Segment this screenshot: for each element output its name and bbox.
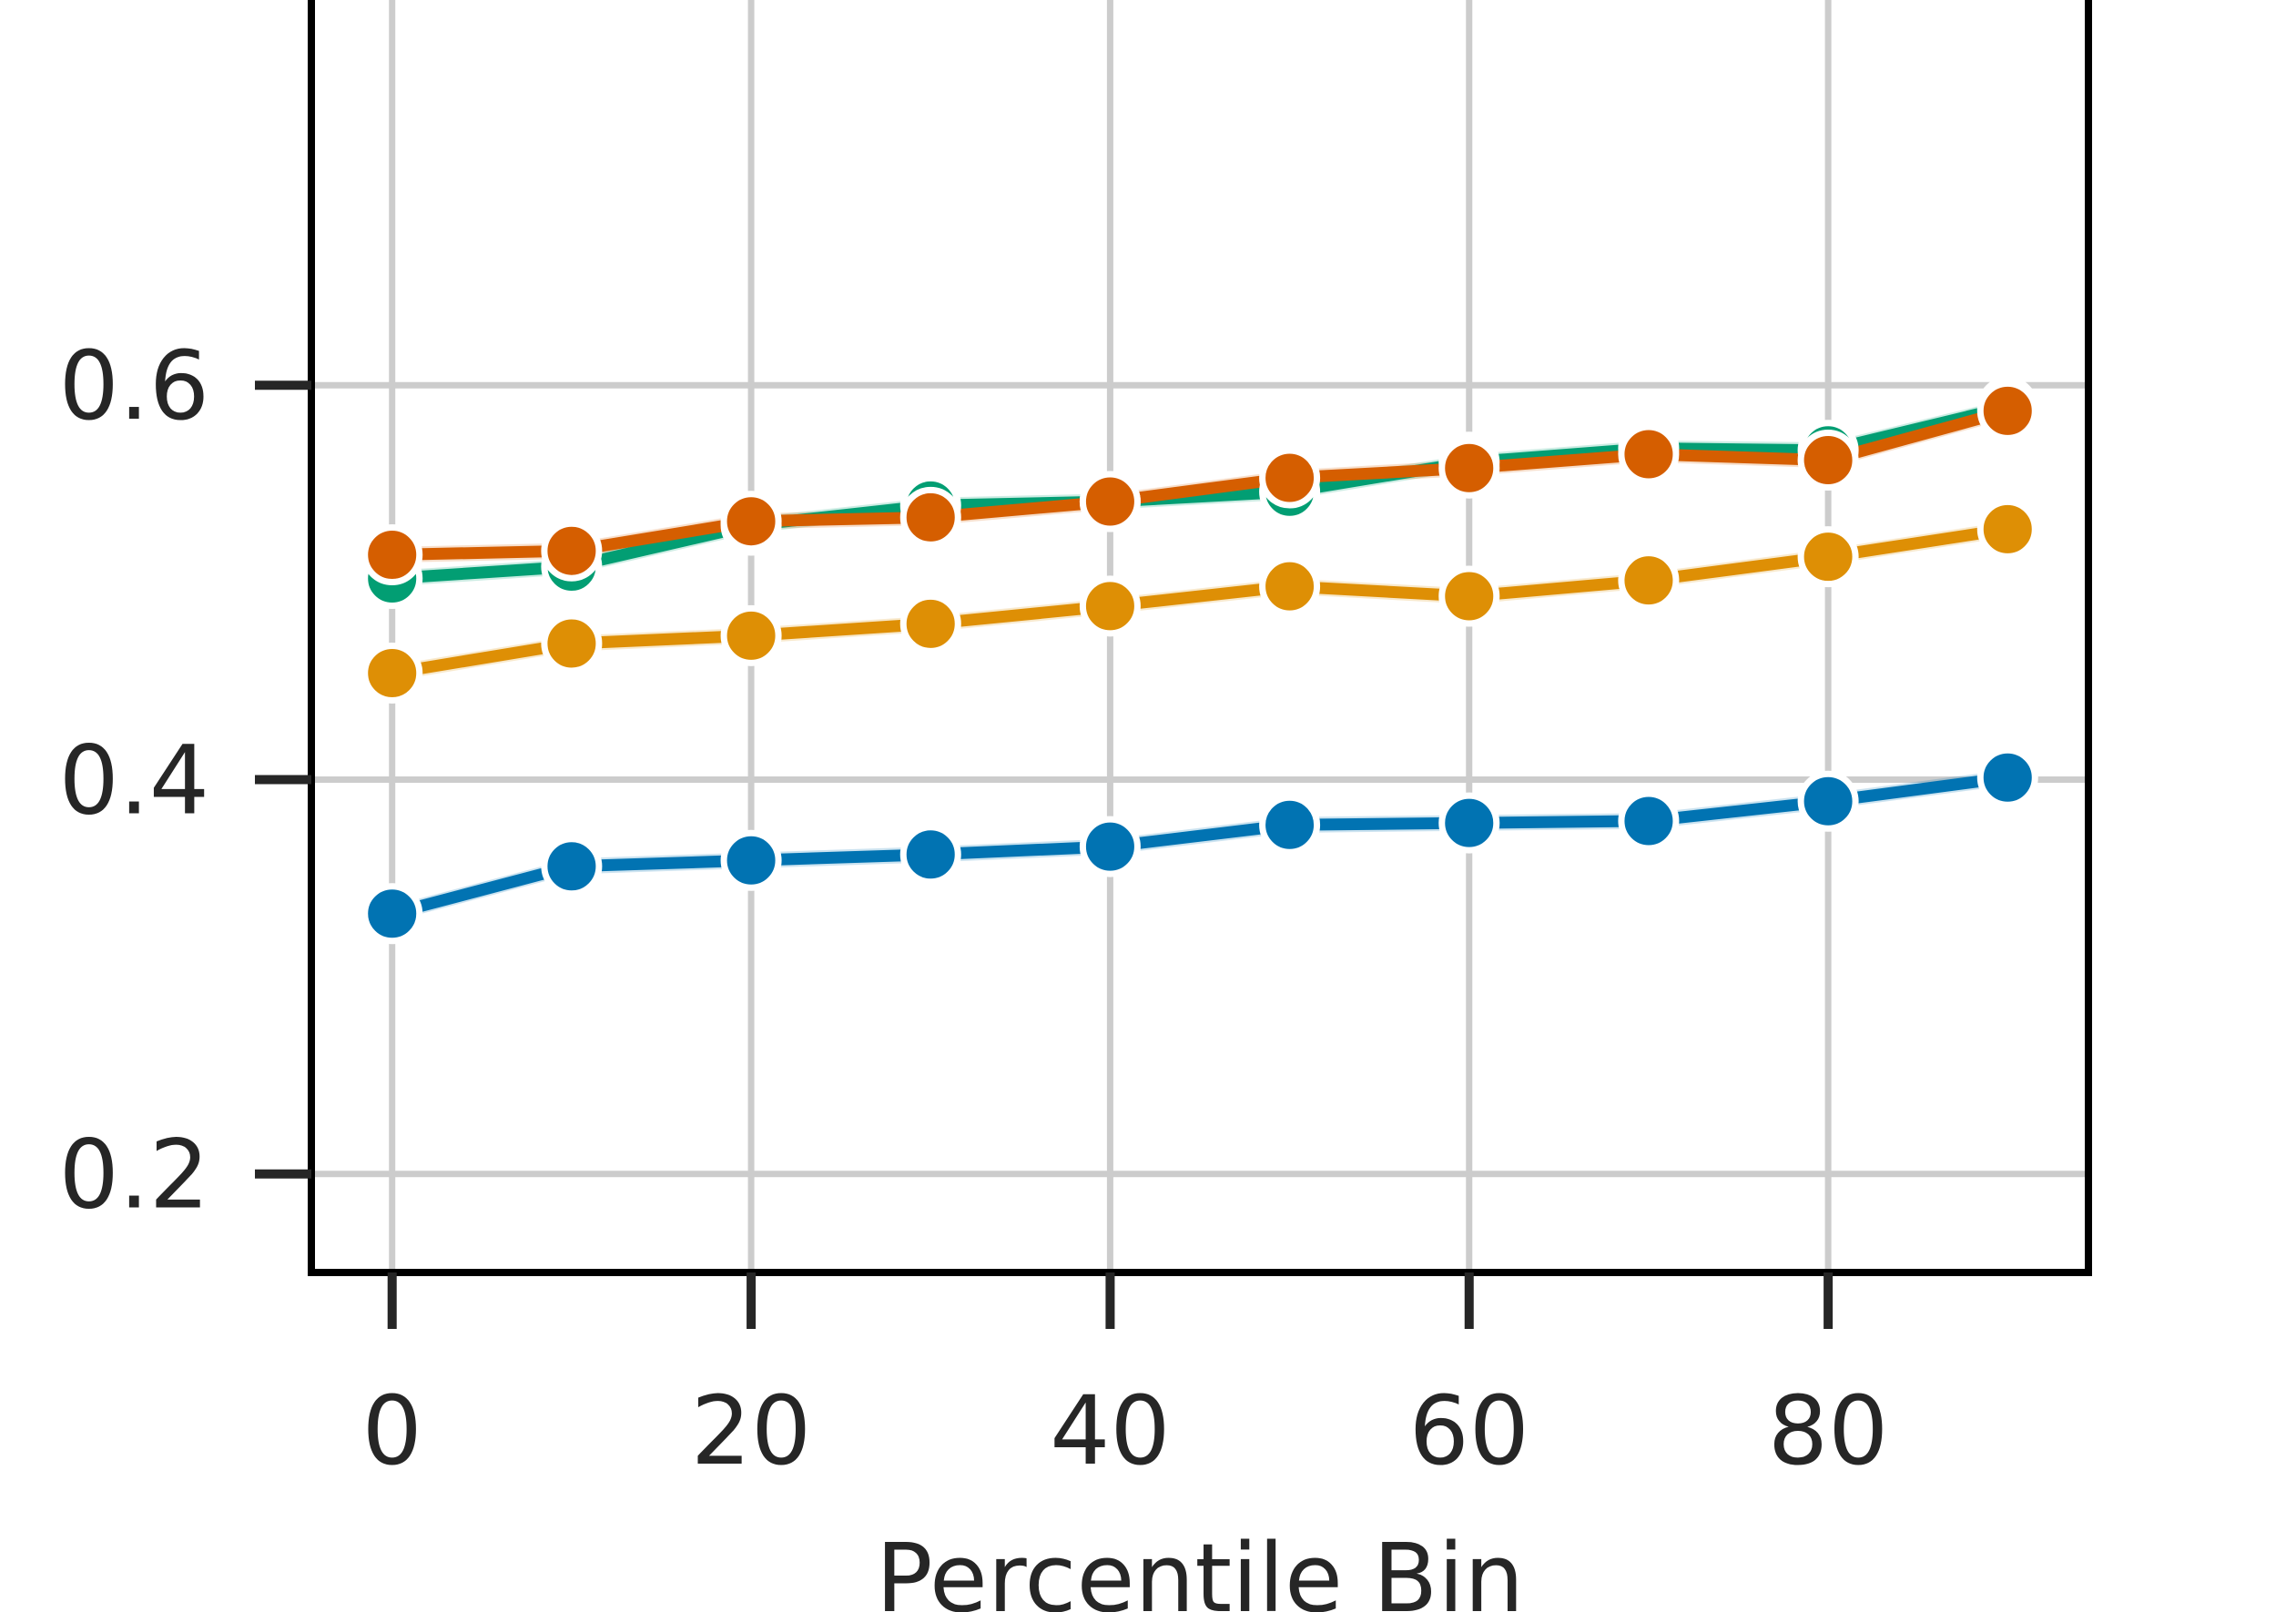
x-tick-label: 40 [1050, 1375, 1170, 1486]
series-4-point [1079, 471, 1141, 532]
x-tick-label: 20 [691, 1375, 811, 1486]
series-1-point [1438, 792, 1500, 854]
series-3-line [386, 400, 2014, 585]
series-1-point [1618, 790, 1680, 852]
series-4-point [541, 520, 603, 582]
series-1-point [1079, 816, 1141, 877]
series-1-point [361, 883, 423, 945]
axes-frame [308, 0, 2092, 1276]
x-tick-label: 60 [1409, 1375, 1529, 1486]
series-2-point [899, 593, 961, 654]
series-4-point [1438, 437, 1500, 499]
series-4-point [1259, 447, 1321, 509]
series-2-point [720, 604, 782, 666]
series-2-point [1438, 565, 1500, 627]
x-tick-label: 80 [1768, 1375, 1888, 1486]
series-1-point [1797, 770, 1859, 832]
series-2-point [1079, 575, 1141, 637]
y-tick-label: 0.6 [59, 330, 209, 441]
x-tick-label: 0 [362, 1375, 422, 1486]
series-1-point [1976, 746, 2038, 808]
series-4-point [361, 524, 423, 586]
y-axis-ticks: 0.2 0.4 0.6 [59, 330, 311, 1231]
series-2-point [1797, 526, 1859, 588]
series-lines [386, 400, 2014, 920]
series-1-point [1259, 794, 1321, 856]
series-4-point [899, 486, 961, 548]
series-2-point [1976, 498, 2038, 560]
series-4-point [1618, 423, 1680, 485]
x-axis-ticks: 0 20 40 60 80 [362, 1272, 1888, 1486]
series-2-line [386, 522, 2014, 679]
series-markers [361, 376, 2038, 945]
series-2-point [361, 642, 423, 704]
series-4-point [720, 491, 782, 553]
series-4-point [1797, 430, 1859, 492]
series-4-point [1976, 380, 2038, 441]
series-2-point [541, 613, 603, 674]
y-tick-label: 0.2 [59, 1120, 209, 1231]
gridlines [311, 0, 2088, 1272]
y-tick-label: 0.4 [59, 725, 209, 836]
series-1-point [720, 829, 782, 891]
series-2-point [1618, 550, 1680, 612]
series-2-point [1259, 555, 1321, 617]
x-axis-label: Percentile Bin [876, 1523, 1524, 1612]
series-1-line [386, 771, 2014, 920]
series-1-point [541, 836, 603, 897]
plot-area [311, 0, 2088, 1272]
series-1-point [899, 824, 961, 886]
series-4-line [386, 404, 2014, 562]
